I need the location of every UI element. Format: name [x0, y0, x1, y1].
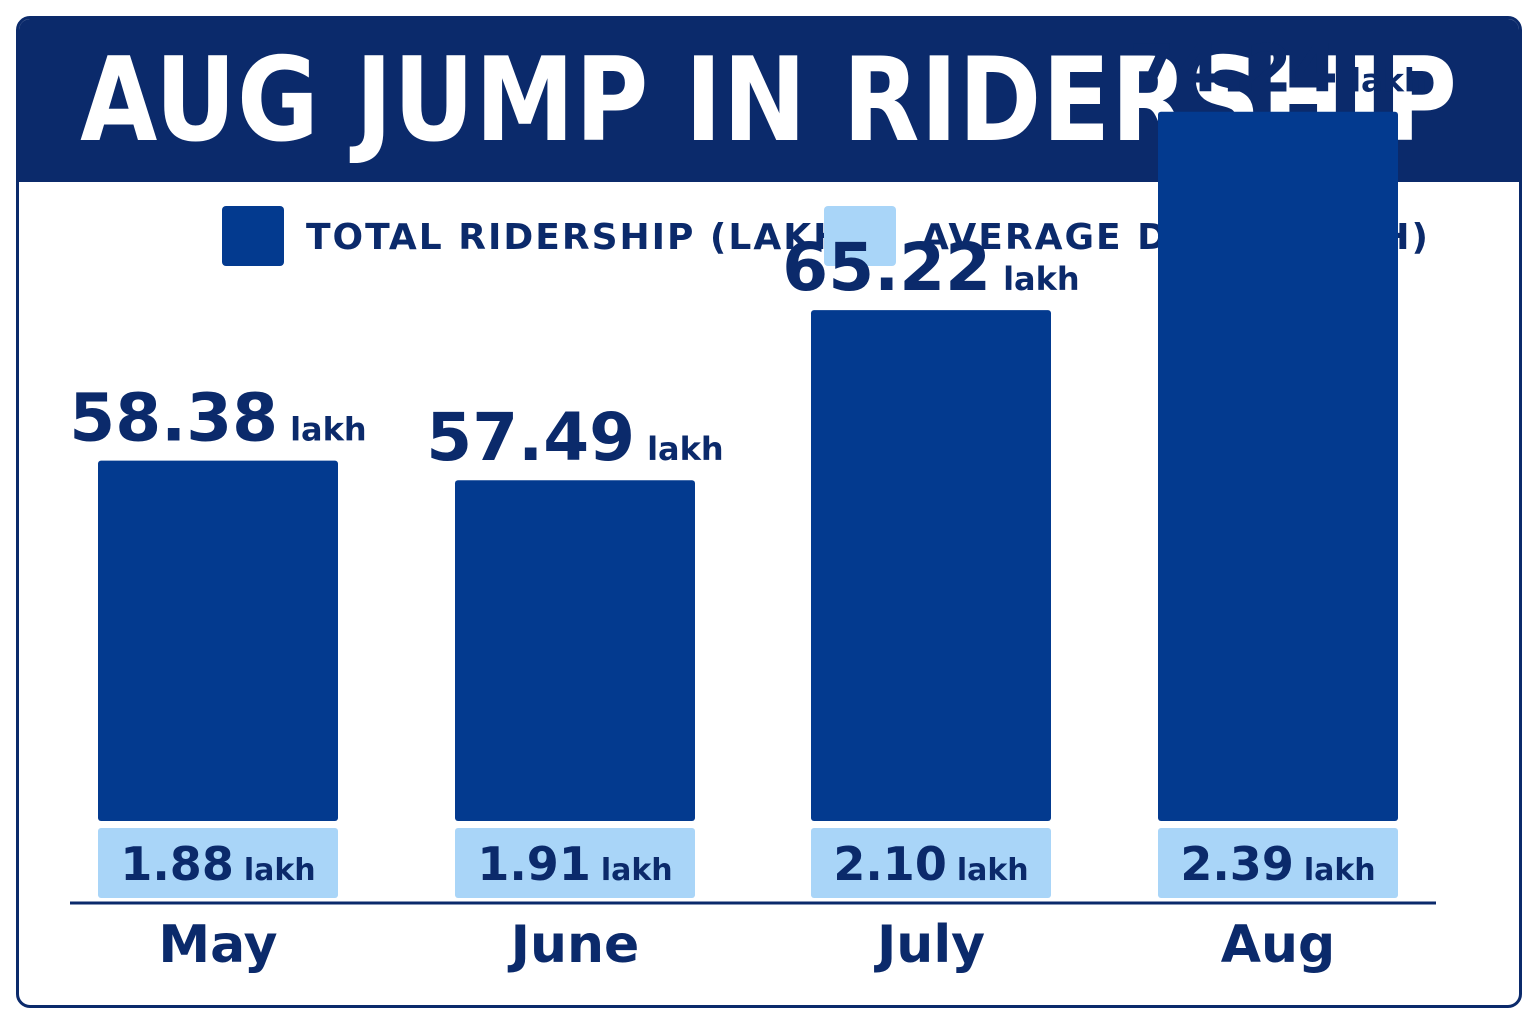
x-tick-label: July — [874, 915, 985, 975]
total-bar — [1158, 111, 1398, 822]
x-tick-label: Aug — [1221, 915, 1336, 975]
total-bar — [811, 310, 1051, 821]
daily-bar — [455, 828, 695, 898]
daily-bar — [1158, 828, 1398, 898]
total-bar — [455, 480, 695, 821]
legend-label-total: TOTAL RIDERSHIP (LAKH) — [306, 217, 864, 258]
legend-swatch-daily — [824, 206, 896, 266]
daily-value-label: 1.91 lakh — [477, 837, 672, 891]
daily-bar — [811, 828, 1051, 898]
daily-value-label: 2.10 lakh — [833, 837, 1028, 891]
total-bar — [98, 460, 338, 821]
x-tick-label: May — [158, 915, 277, 975]
total-value-label: 58.38 lakh — [69, 380, 366, 457]
total-value-label: 65.22 lakh — [782, 229, 1079, 306]
daily-bar — [98, 828, 338, 898]
daily-value-label: 1.88 lakh — [120, 837, 315, 891]
total-value-label: 74.24 lakh — [1129, 31, 1426, 108]
x-tick-label: June — [508, 915, 640, 975]
daily-value-label: 2.39 lakh — [1180, 837, 1375, 891]
total-value-label: 57.49 lakh — [426, 399, 723, 476]
legend-swatch-total — [222, 206, 284, 266]
